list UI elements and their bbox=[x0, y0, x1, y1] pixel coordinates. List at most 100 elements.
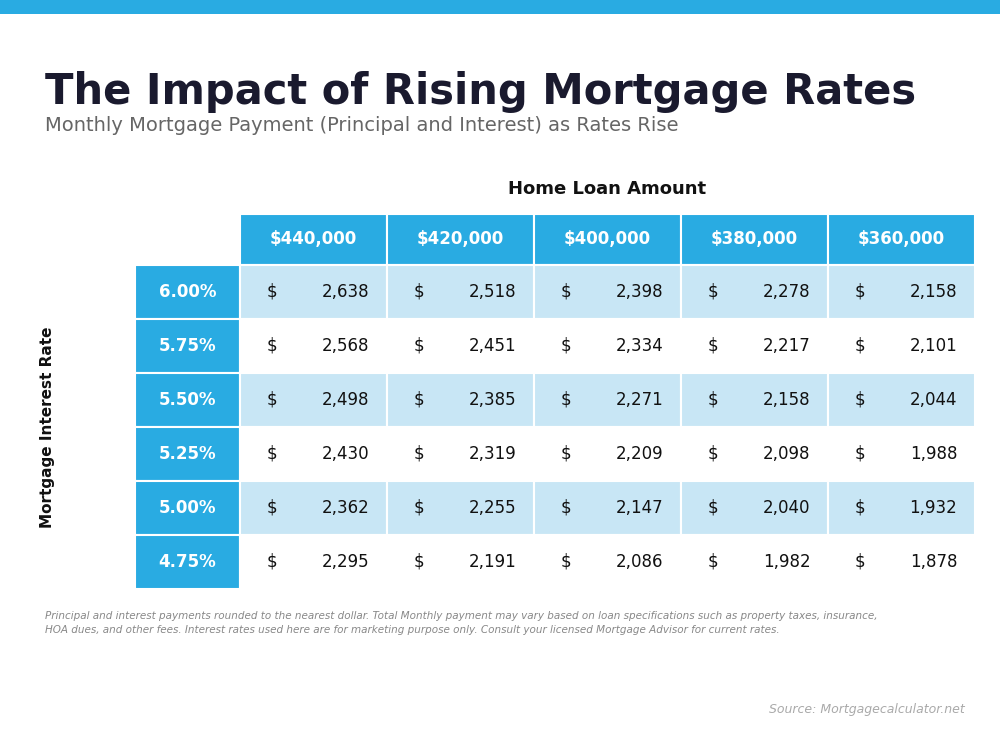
Bar bbox=[240, 481, 387, 535]
Text: $: $ bbox=[266, 283, 277, 301]
Bar bbox=[135, 265, 240, 319]
Bar bbox=[135, 427, 240, 481]
Text: 2,362: 2,362 bbox=[322, 499, 369, 517]
Text: $: $ bbox=[854, 391, 865, 409]
Bar bbox=[135, 481, 240, 535]
Text: $: $ bbox=[560, 499, 571, 517]
Text: $440,000: $440,000 bbox=[270, 230, 357, 248]
Text: 2,319: 2,319 bbox=[469, 445, 516, 463]
Bar bbox=[240, 214, 387, 265]
Text: 4.75%: 4.75% bbox=[159, 553, 216, 571]
Text: $: $ bbox=[854, 445, 865, 463]
Text: 2,271: 2,271 bbox=[616, 391, 663, 409]
Bar bbox=[681, 427, 828, 481]
Bar bbox=[828, 319, 975, 373]
Text: 5.25%: 5.25% bbox=[159, 445, 216, 463]
Text: $: $ bbox=[266, 391, 277, 409]
Bar bbox=[534, 535, 681, 589]
Bar bbox=[387, 427, 534, 481]
Text: 2,158: 2,158 bbox=[763, 391, 810, 409]
Bar bbox=[534, 214, 681, 265]
Text: The Impact of Rising Mortgage Rates: The Impact of Rising Mortgage Rates bbox=[45, 71, 916, 113]
Text: $: $ bbox=[560, 337, 571, 355]
Bar bbox=[240, 427, 387, 481]
Bar bbox=[681, 214, 828, 265]
Text: $: $ bbox=[560, 445, 571, 463]
Bar bbox=[387, 214, 534, 265]
Text: 2,638: 2,638 bbox=[322, 283, 369, 301]
Text: 2,217: 2,217 bbox=[763, 337, 810, 355]
Bar bbox=[534, 265, 681, 319]
Bar bbox=[681, 265, 828, 319]
Text: 2,101: 2,101 bbox=[910, 337, 957, 355]
Text: 5.50%: 5.50% bbox=[159, 391, 216, 409]
Bar bbox=[387, 535, 534, 589]
Bar bbox=[135, 373, 240, 427]
Text: Mortgage Interest Rate: Mortgage Interest Rate bbox=[40, 326, 56, 527]
Bar bbox=[828, 481, 975, 535]
Text: $: $ bbox=[854, 283, 865, 301]
Bar bbox=[828, 535, 975, 589]
Text: $: $ bbox=[266, 337, 277, 355]
Bar bbox=[828, 265, 975, 319]
Text: 1,878: 1,878 bbox=[910, 553, 957, 571]
Bar bbox=[387, 265, 534, 319]
Text: 2,385: 2,385 bbox=[469, 391, 516, 409]
Bar bbox=[240, 535, 387, 589]
Bar bbox=[828, 373, 975, 427]
Text: $: $ bbox=[707, 445, 718, 463]
Text: 1,982: 1,982 bbox=[763, 553, 810, 571]
Text: 1,988: 1,988 bbox=[910, 445, 957, 463]
Bar bbox=[681, 481, 828, 535]
Text: 2,255: 2,255 bbox=[469, 499, 516, 517]
Bar bbox=[240, 319, 387, 373]
Text: $: $ bbox=[854, 553, 865, 571]
Text: 2,158: 2,158 bbox=[910, 283, 957, 301]
Text: 2,044: 2,044 bbox=[910, 391, 957, 409]
Text: $360,000: $360,000 bbox=[858, 230, 945, 248]
Text: $: $ bbox=[413, 445, 424, 463]
Text: 2,040: 2,040 bbox=[763, 499, 810, 517]
Text: 2,430: 2,430 bbox=[322, 445, 369, 463]
Text: $: $ bbox=[560, 283, 571, 301]
Text: 2,398: 2,398 bbox=[616, 283, 663, 301]
Text: 2,568: 2,568 bbox=[322, 337, 369, 355]
Bar bbox=[828, 427, 975, 481]
Text: 2,098: 2,098 bbox=[763, 445, 810, 463]
Text: 2,086: 2,086 bbox=[616, 553, 663, 571]
Bar bbox=[681, 319, 828, 373]
Text: $420,000: $420,000 bbox=[417, 230, 504, 248]
Text: $: $ bbox=[707, 337, 718, 355]
Bar bbox=[828, 214, 975, 265]
Text: $: $ bbox=[854, 337, 865, 355]
Text: 2,191: 2,191 bbox=[469, 553, 516, 571]
Text: 2,209: 2,209 bbox=[616, 445, 663, 463]
Text: $380,000: $380,000 bbox=[711, 230, 798, 248]
Text: 1,932: 1,932 bbox=[910, 499, 957, 517]
Text: $400,000: $400,000 bbox=[564, 230, 651, 248]
Text: $: $ bbox=[707, 499, 718, 517]
Bar bbox=[534, 373, 681, 427]
Bar bbox=[0, 0, 1000, 13]
Text: 2,147: 2,147 bbox=[616, 499, 663, 517]
Text: $: $ bbox=[413, 337, 424, 355]
Bar bbox=[534, 427, 681, 481]
Text: $: $ bbox=[413, 553, 424, 571]
Text: 2,334: 2,334 bbox=[616, 337, 663, 355]
Text: $: $ bbox=[266, 553, 277, 571]
Text: 5.75%: 5.75% bbox=[159, 337, 216, 355]
Text: $: $ bbox=[707, 283, 718, 301]
Bar bbox=[240, 373, 387, 427]
Text: $: $ bbox=[266, 445, 277, 463]
Bar bbox=[534, 319, 681, 373]
Text: 2,518: 2,518 bbox=[469, 283, 516, 301]
Bar bbox=[387, 319, 534, 373]
Text: $: $ bbox=[266, 499, 277, 517]
Text: $: $ bbox=[413, 283, 424, 301]
Bar bbox=[135, 319, 240, 373]
Text: 2,451: 2,451 bbox=[469, 337, 516, 355]
Bar bbox=[387, 481, 534, 535]
Text: 2,278: 2,278 bbox=[763, 283, 810, 301]
Text: $: $ bbox=[854, 499, 865, 517]
Text: Source: Mortgagecalculator.net: Source: Mortgagecalculator.net bbox=[769, 704, 965, 716]
